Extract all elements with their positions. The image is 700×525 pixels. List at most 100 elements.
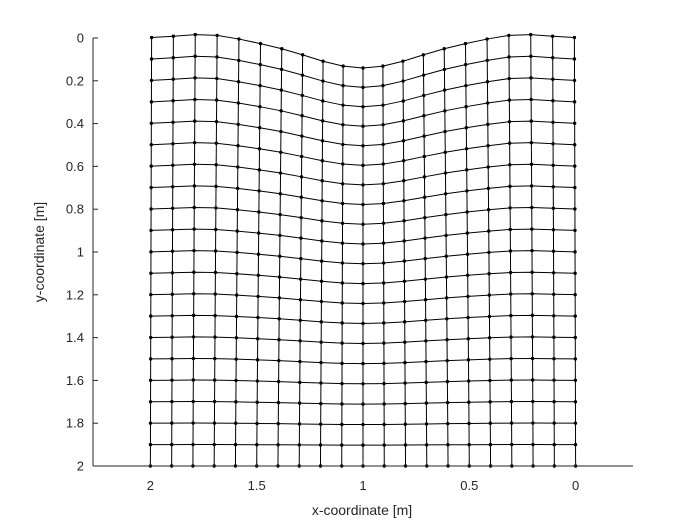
mesh-node (529, 184, 534, 188)
mesh-node (530, 227, 534, 231)
mesh-node (237, 37, 241, 41)
mesh-node (551, 185, 555, 189)
mesh-node (572, 57, 577, 61)
mesh-node (171, 77, 175, 81)
mesh-node (573, 185, 577, 190)
mesh-node (463, 62, 468, 67)
mesh-node (234, 378, 238, 383)
mesh-node (529, 140, 534, 145)
mesh-node (340, 361, 344, 366)
mesh-node (340, 241, 345, 245)
mesh-node (361, 321, 365, 326)
mesh-node (361, 163, 365, 168)
mesh-node (193, 54, 197, 58)
mesh-node (573, 314, 577, 318)
mesh-node (466, 337, 470, 341)
mesh-node (299, 256, 303, 261)
mesh-node (442, 47, 446, 51)
mesh-node (255, 358, 260, 362)
mesh-node (382, 321, 386, 325)
mesh-node (572, 121, 577, 125)
mesh-node (297, 401, 302, 405)
mesh-node (382, 361, 386, 366)
mesh-node (402, 199, 406, 203)
mesh-node (257, 189, 261, 193)
mesh-node (215, 33, 219, 38)
mesh-node (320, 199, 324, 203)
mesh-node (422, 154, 426, 159)
mesh-node (423, 236, 427, 240)
mesh-node (149, 292, 153, 297)
mesh-node (214, 163, 218, 167)
mesh-node (340, 301, 344, 305)
mesh-node (403, 340, 407, 344)
mesh-node (279, 88, 284, 92)
mesh-node (192, 205, 196, 210)
mesh-node (300, 134, 304, 138)
mesh-node (465, 252, 470, 256)
mesh-node (341, 83, 345, 88)
y-ticks: 0 0.2 0.4 0.6 0.8 1 1.2 1.4 1.6 1.8 2 (66, 31, 98, 474)
mesh-node (485, 37, 489, 41)
mesh-node (171, 142, 175, 146)
mesh-node (149, 314, 153, 318)
mesh-node (148, 400, 153, 404)
mesh-node (401, 119, 406, 123)
mesh-node (551, 228, 556, 232)
mesh-node (424, 339, 428, 343)
mesh-node (298, 318, 302, 322)
mesh-node (256, 231, 261, 235)
mesh-node (445, 338, 449, 342)
mesh-node (446, 443, 450, 447)
mesh-node (149, 250, 153, 254)
mesh-node (466, 379, 471, 383)
mesh-node (192, 140, 197, 145)
mesh-node (507, 55, 511, 59)
mesh-node (531, 442, 535, 447)
mesh-node (276, 379, 281, 384)
mesh-node (424, 443, 429, 447)
mesh-node (423, 298, 428, 302)
mesh-node (297, 422, 302, 426)
mesh-node (214, 184, 218, 189)
mesh-node (192, 292, 196, 296)
mesh-node (509, 335, 513, 339)
mesh-node (508, 270, 513, 275)
mesh-node (149, 121, 154, 125)
mesh-node (530, 248, 534, 253)
mesh-node (529, 97, 533, 102)
mesh-node (402, 299, 407, 304)
mesh-node (191, 442, 195, 447)
mesh-node (256, 273, 260, 277)
mesh-node (214, 141, 219, 145)
mesh-node (361, 422, 365, 427)
mesh-node (465, 168, 469, 172)
mesh-node (277, 317, 281, 321)
mesh-node (424, 318, 428, 322)
mesh-node (148, 421, 153, 425)
mesh-node (193, 32, 197, 37)
mesh-node (193, 76, 197, 80)
mesh-node (573, 143, 577, 147)
mesh-node (192, 227, 196, 231)
mesh-node (423, 277, 428, 281)
mesh-node (551, 206, 556, 210)
mesh-node (171, 99, 175, 103)
mesh-node (213, 292, 217, 296)
mesh-node (148, 442, 153, 447)
mesh-node (340, 341, 344, 345)
mesh-node (149, 228, 153, 233)
mesh-node (509, 313, 513, 318)
mesh-node (235, 186, 240, 191)
mesh-node (403, 381, 407, 385)
mesh-node (508, 206, 512, 210)
mesh-node (467, 400, 471, 404)
mesh-node (279, 67, 284, 72)
mesh-node (212, 421, 217, 425)
mesh-node (234, 421, 238, 425)
mesh-node (423, 256, 427, 261)
mesh-node (402, 219, 406, 223)
mesh-node (257, 168, 261, 172)
mesh-node (279, 150, 283, 154)
mesh-node (382, 422, 386, 427)
